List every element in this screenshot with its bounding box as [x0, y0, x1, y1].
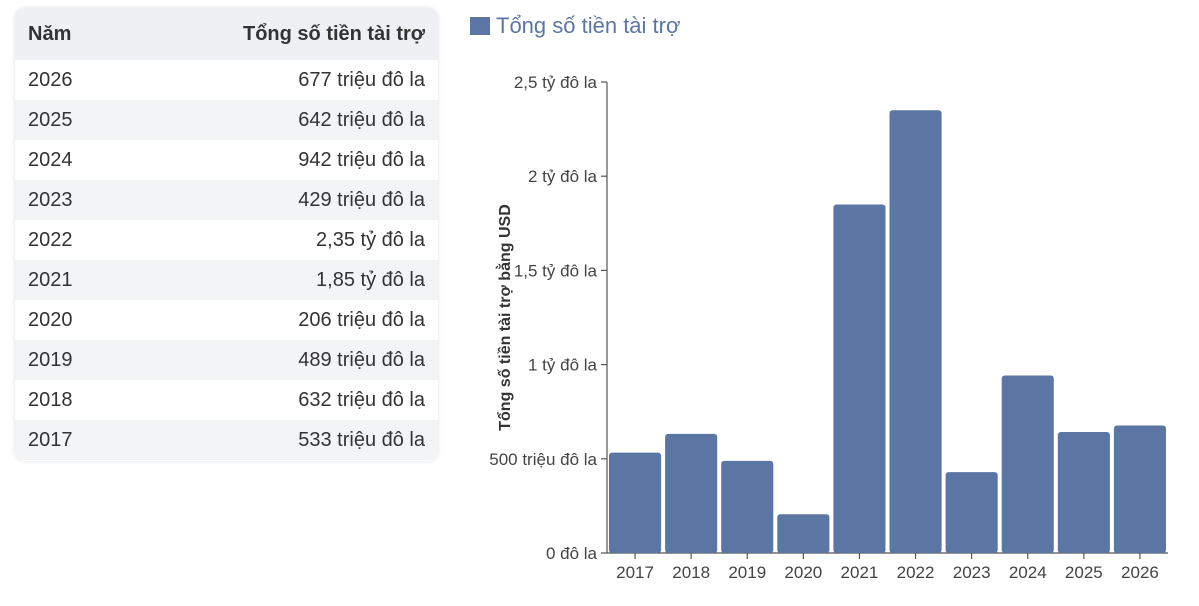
- bar-2020: [777, 514, 830, 553]
- year-cell: 2017: [15, 420, 123, 460]
- table-row: 2024 942 triệu đô la: [15, 140, 438, 180]
- column-header-funding: Tổng số tiền tài trợ: [122, 8, 438, 60]
- legend-swatch: [470, 17, 490, 35]
- legend-label: Tổng số tiền tài trợ: [496, 13, 680, 38]
- table-row: 2020 206 triệu đô la: [15, 300, 438, 340]
- table-row: 2018 632 triệu đô la: [15, 380, 438, 420]
- bar-2024: [1001, 375, 1054, 553]
- funding-cell: 206 triệu đô la: [122, 300, 438, 340]
- funding-cell: 642 triệu đô la: [122, 100, 438, 140]
- year-cell: 2019: [15, 340, 123, 380]
- funding-cell: 489 triệu đô la: [122, 340, 438, 380]
- bar-2025: [1057, 432, 1110, 553]
- year-cell: 2021: [15, 260, 123, 300]
- bar-2023: [945, 472, 998, 553]
- y-tick-label: 2,5 tỷ đô la: [514, 73, 598, 92]
- bar-2021: [833, 204, 886, 553]
- table-row: 2021 1,85 tỷ đô la: [15, 260, 438, 300]
- funding-cell: 533 triệu đô la: [122, 420, 438, 460]
- x-tick-label: 2023: [953, 563, 991, 582]
- y-tick-label: 2 tỷ đô la: [528, 167, 598, 186]
- bar-2017: [609, 452, 662, 553]
- table-row: 2017 533 triệu đô la: [15, 420, 438, 460]
- funding-cell: 2,35 tỷ đô la: [122, 220, 438, 260]
- funding-bar-chart: Tổng số tiền tài trợ Tổng số tiền tài trợ…: [470, 13, 1168, 582]
- x-tick-label: 2018: [672, 563, 710, 582]
- funding-cell: 429 triệu đô la: [122, 180, 438, 220]
- funding-cell: 677 triệu đô la: [122, 60, 438, 100]
- funding-cell: 632 triệu đô la: [122, 380, 438, 420]
- year-cell: 2024: [15, 140, 123, 180]
- funding-cell: 942 triệu đô la: [122, 140, 438, 180]
- x-tick-label: 2026: [1121, 563, 1159, 582]
- x-tick-label: 2020: [784, 563, 822, 582]
- funding-table-card: Năm Tổng số tiền tài trợ 2026 677 triệu đ…: [15, 8, 438, 461]
- x-tick-label: 2017: [616, 563, 654, 582]
- table-row: 2023 429 triệu đô la: [15, 180, 438, 220]
- x-tick-label: 2025: [1065, 563, 1103, 582]
- column-header-year: Năm: [15, 8, 123, 60]
- x-tick-label: 2021: [841, 563, 879, 582]
- table-row: 2026 677 triệu đô la: [15, 60, 438, 100]
- x-tick-label: 2019: [728, 563, 766, 582]
- x-tick-label: 2022: [897, 563, 935, 582]
- funding-table: Năm Tổng số tiền tài trợ 2026 677 triệu đ…: [15, 8, 438, 460]
- x-tick-label: 2024: [1009, 563, 1047, 582]
- y-tick-label: 1,5 tỷ đô la: [514, 261, 598, 280]
- y-tick-label: 0 đô la: [546, 544, 598, 563]
- funding-cell: 1,85 tỷ đô la: [122, 260, 438, 300]
- table-row: 2025 642 triệu đô la: [15, 100, 438, 140]
- table-header-row: Năm Tổng số tiền tài trợ: [15, 8, 438, 60]
- year-cell: 2023: [15, 180, 123, 220]
- year-cell: 2026: [15, 60, 123, 100]
- table-row: 2022 2,35 tỷ đô la: [15, 220, 438, 260]
- table-row: 2019 489 triệu đô la: [15, 340, 438, 380]
- year-cell: 2020: [15, 300, 123, 340]
- bar-2018: [665, 433, 718, 553]
- bar-2026: [1113, 425, 1166, 553]
- year-cell: 2018: [15, 380, 123, 420]
- y-tick-label: 500 triệu đô la: [489, 450, 597, 469]
- y-axis-label: Tổng số tiền tài trợ bằng USD: [495, 204, 514, 430]
- year-cell: 2025: [15, 100, 123, 140]
- bar-2022: [889, 110, 942, 553]
- bar-2019: [721, 460, 774, 553]
- year-cell: 2022: [15, 220, 123, 260]
- y-tick-label: 1 tỷ đô la: [528, 356, 598, 375]
